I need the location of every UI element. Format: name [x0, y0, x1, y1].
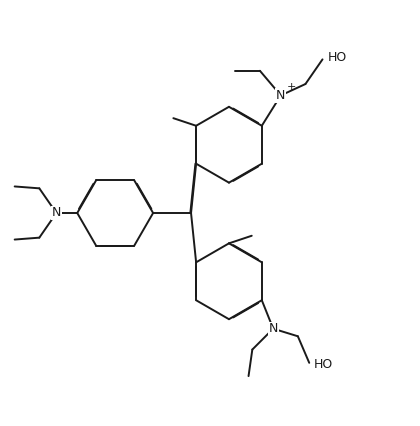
Text: HO: HO — [314, 358, 333, 371]
Text: N: N — [276, 89, 286, 102]
Text: +: + — [287, 82, 296, 92]
Text: HO: HO — [328, 51, 347, 64]
Text: N: N — [268, 322, 278, 335]
Text: N: N — [52, 207, 61, 219]
